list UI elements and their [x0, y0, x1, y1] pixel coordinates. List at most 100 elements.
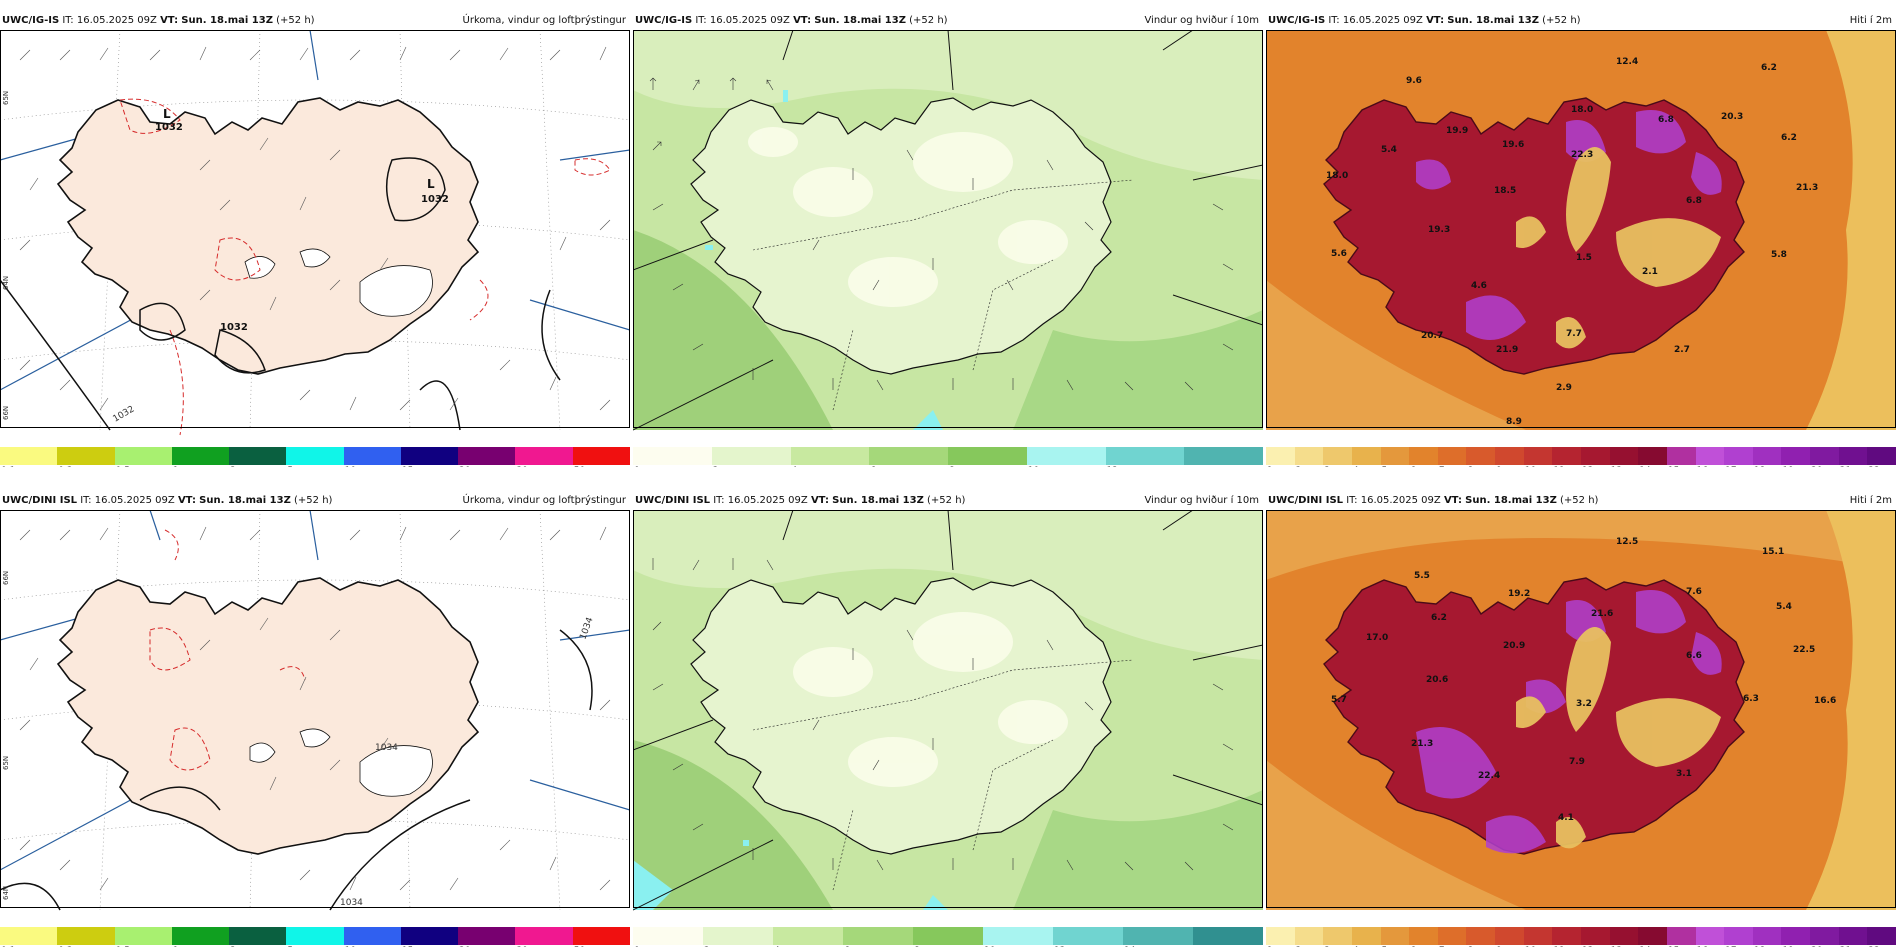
- panel-header: UWC/IG-IS IT: 16.05.2025 09Z VT: Sun. 18…: [633, 12, 1263, 30]
- valid-time: Sun. 18.mai 13Z: [832, 495, 924, 506]
- precip-contours: [119, 98, 611, 436]
- legend-swatch: [983, 927, 1054, 945]
- legend-swatch: [171, 447, 230, 465]
- legend-tick: 5: [1382, 466, 1388, 467]
- temp-value: 7.6: [1686, 587, 1702, 597]
- init-time: 16.05.2025 09Z: [76, 15, 157, 26]
- legend-tick: 20: [459, 466, 470, 467]
- legend-swatch: [1810, 447, 1840, 465]
- legend-tick: 10: [1525, 466, 1536, 467]
- temp-value: 6.2: [1761, 63, 1777, 73]
- valid-time: Sun. 18.mai 13Z: [1465, 495, 1557, 506]
- legend-tick: 15: [402, 946, 413, 947]
- temperature-map[interactable]: 12.4 6.2 9.6 19.9 18.0 20.3 5.4 19.6 22.…: [1266, 30, 1896, 447]
- legend-tick: 17: [1725, 466, 1736, 467]
- legend-tick: 3: [1324, 946, 1330, 947]
- legend-tick: 19: [1782, 946, 1793, 947]
- low-label: L: [163, 107, 171, 121]
- legend-tick: 13: [1611, 946, 1622, 947]
- legend-swatch: [1380, 927, 1410, 945]
- lat-label: 64N: [2, 276, 10, 290]
- panel-title: Vindur og hviður í 10m: [1144, 15, 1259, 26]
- legend-tick: 5: [287, 466, 293, 467]
- wind-map[interactable]: [633, 510, 1263, 927]
- precip-map[interactable]: L 1032 1032 L 1032 1032 65N 64N 66N: [0, 30, 630, 447]
- legend-swatch: [229, 927, 287, 945]
- legend-swatch: [703, 927, 774, 945]
- legend-tick: 19: [1782, 466, 1793, 467]
- wind-barbs: [19, 46, 611, 411]
- temp-value: 5.6: [1331, 249, 1347, 259]
- legend-tick: 10: [1028, 466, 1039, 467]
- legend-swatch: [114, 927, 173, 945]
- legend-swatch: [458, 447, 516, 465]
- wind-map[interactable]: [633, 30, 1263, 447]
- legend-swatch: [1523, 927, 1553, 945]
- legend-tick: 12: [1582, 466, 1593, 467]
- wind-arrows: [652, 558, 1234, 871]
- legend-swatch: [1752, 447, 1782, 465]
- temp-value: 17.0: [1366, 633, 1388, 643]
- legend-tick: 14: [1639, 946, 1650, 947]
- temp-value: 9.6: [1406, 76, 1422, 86]
- lat-label: 66N: [2, 406, 10, 420]
- panel-title: Hiti í 2m: [1849, 15, 1892, 26]
- model-name: UWC/DINI ISL: [635, 495, 711, 506]
- legend-tick: 22: [1868, 946, 1879, 947]
- legend-tick: 0.5: [116, 946, 130, 947]
- temperature-map[interactable]: 12.5 15.1 5.5 19.2 7.6 5.4 6.2 21.6 17.0…: [1266, 510, 1896, 927]
- legend-tick: 1: [173, 466, 179, 467]
- legend-tick: 15: [1668, 466, 1679, 467]
- temp-value: 19.2: [1508, 589, 1530, 599]
- model-name: UWC/DINI ISL: [2, 495, 78, 506]
- legend-tick: 12: [1107, 466, 1118, 467]
- legend-swatch: [57, 927, 116, 945]
- legend-swatch: [790, 447, 870, 465]
- legend-tick: 13: [1611, 466, 1622, 467]
- temp-value: 6.2: [1431, 613, 1447, 623]
- legend-swatch: [1351, 927, 1382, 945]
- legend-tick: 10: [345, 946, 356, 947]
- legend-swatch: [400, 927, 459, 945]
- legend-tick: 14: [1639, 466, 1650, 467]
- init-time: 16.05.2025 09Z: [709, 15, 790, 26]
- panel-header: UWC/DINI ISL IT: 16.05.2025 09Z VT: Sun.…: [0, 492, 630, 510]
- legend-tick: 0: [634, 466, 640, 467]
- legend-swatch: [1026, 447, 1106, 465]
- temp-value: 4.6: [1471, 281, 1487, 291]
- pressure-label: 1032: [220, 322, 248, 333]
- legend-tick: 3: [230, 466, 236, 467]
- legend-swatch: [1294, 927, 1324, 945]
- temp-value: 20.6: [1426, 675, 1448, 685]
- wind-legend: 0 2 4 6 8 10 12 14: [633, 927, 1263, 947]
- temp-value: 12.5: [1616, 537, 1638, 547]
- legend-swatch: [1193, 927, 1263, 945]
- valid-time: Sun. 18.mai 13Z: [181, 15, 273, 26]
- vt-label: VT:: [160, 15, 179, 26]
- legend-tick: 0.1: [1, 466, 15, 467]
- vt-label: VT:: [810, 495, 829, 506]
- legend-swatch: [1323, 927, 1353, 945]
- temp-value: 4.1: [1558, 813, 1574, 823]
- legend-tick: 17: [1725, 946, 1736, 947]
- legend-tick: 6: [1410, 466, 1416, 467]
- legend-swatch: [515, 447, 574, 465]
- init-time: 16.05.2025 09Z: [1342, 15, 1423, 26]
- legend-tick: 8: [1467, 466, 1473, 467]
- legend-tick: 0.3: [58, 946, 72, 947]
- model-name: UWC/DINI ISL: [1268, 495, 1344, 506]
- precip-contours: [149, 529, 306, 771]
- legend-tick: 14: [1124, 946, 1135, 947]
- precip-map[interactable]: 1034 1034 1034 66N 65N 64N: [0, 510, 630, 927]
- temperature-values: 12.5 15.1 5.5 19.2 7.6 5.4 6.2 21.6 17.0…: [1331, 537, 1836, 823]
- pressure-label: 1034: [375, 743, 398, 753]
- temp-value: 6.2: [1781, 133, 1797, 143]
- legend-swatch: [773, 927, 844, 945]
- lat-label: 66N: [2, 571, 10, 585]
- legend-tick: 10: [984, 946, 995, 947]
- legend-tick: 50: [574, 466, 585, 467]
- temperature-legend: 1234567891011121314151617181920212223: [1266, 927, 1896, 947]
- temp-value: 5.4: [1381, 145, 1397, 155]
- temp-value: 2.9: [1556, 383, 1572, 393]
- it-label: IT:: [1328, 15, 1340, 26]
